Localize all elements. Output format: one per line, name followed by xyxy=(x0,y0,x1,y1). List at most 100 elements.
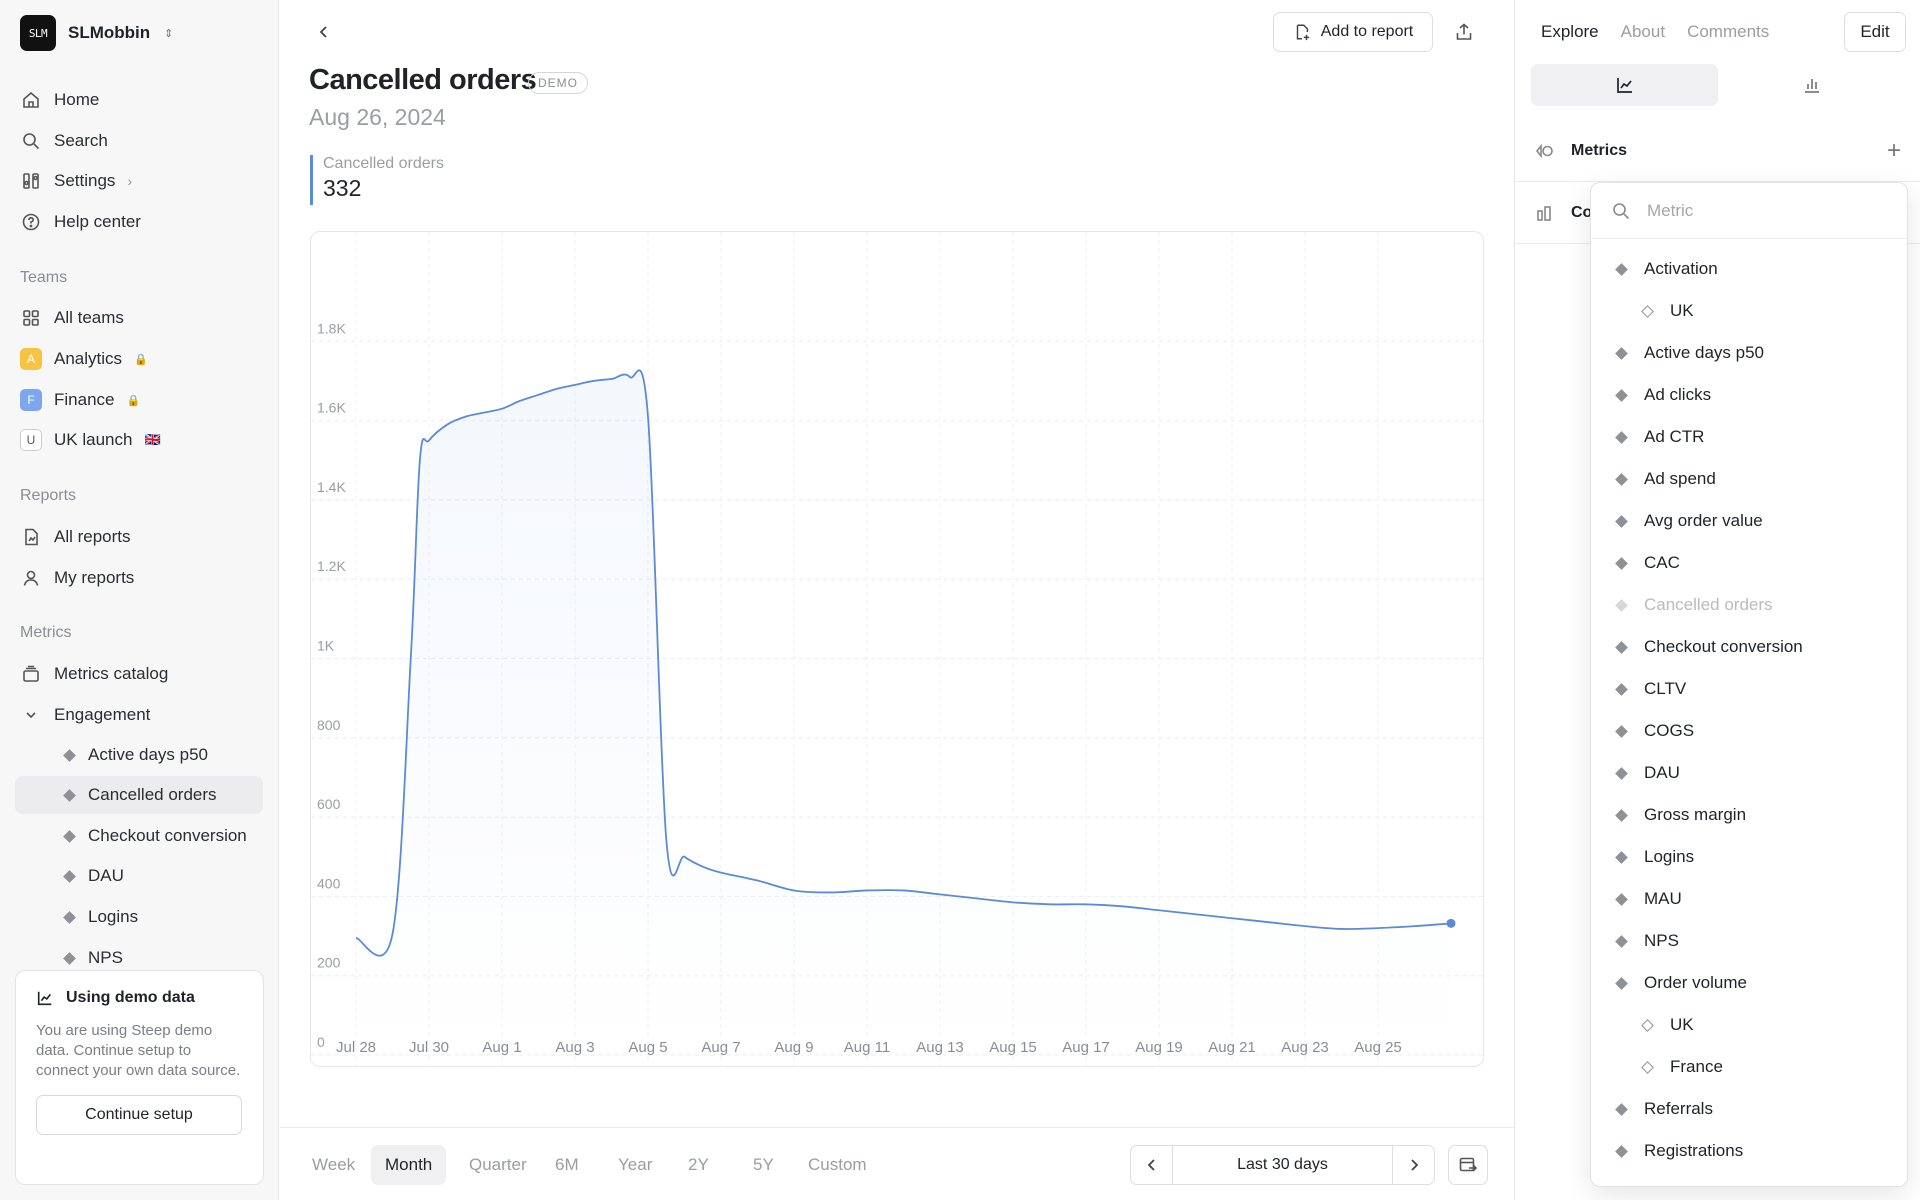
metric-option-label: Ad spend xyxy=(1644,469,1716,488)
nav-help-center[interactable]: Help center xyxy=(20,205,141,239)
metric-option[interactable]: CLTV xyxy=(1591,668,1907,710)
metric-option-label: Activation xyxy=(1644,259,1718,278)
uk-flag-icon: 🇬🇧 xyxy=(144,432,161,447)
calendar-compare-icon xyxy=(1459,1157,1478,1172)
range-tab-custom[interactable]: Custom xyxy=(808,1155,867,1174)
tab-explore[interactable]: Explore xyxy=(1541,22,1599,41)
line-chart-toggle[interactable] xyxy=(1531,64,1718,106)
segment-diamond-icon xyxy=(1641,1060,1654,1074)
nav-metrics-catalog[interactable]: Metrics catalog xyxy=(20,657,168,691)
metric-option-label: CLTV xyxy=(1644,679,1687,698)
metric-diamond-icon xyxy=(1615,682,1628,696)
last-point-marker[interactable] xyxy=(1446,918,1456,928)
range-tab-quarter[interactable]: Quarter xyxy=(469,1155,527,1174)
team-finance-badge: F xyxy=(20,389,42,411)
range-tab-year[interactable]: Year xyxy=(618,1155,653,1174)
sidebar-metric-label: Logins xyxy=(88,907,139,926)
range-tab-5y[interactable]: 5Y xyxy=(753,1155,774,1174)
range-tab-month[interactable]: Month xyxy=(371,1145,447,1185)
sidebar-metric-label: NPS xyxy=(88,948,123,967)
kpi-summary: Cancelled orders 332 xyxy=(310,155,444,205)
metric-option[interactable]: MAU xyxy=(1591,878,1907,920)
nav-all-teams[interactable]: All teams xyxy=(20,301,124,335)
nav-all-reports[interactable]: All reports xyxy=(20,520,131,554)
nav-engagement-label: Engagement xyxy=(54,705,151,724)
sidebar-metric-item[interactable]: Checkout conversion xyxy=(15,817,263,855)
metric-option[interactable]: Ad clicks xyxy=(1591,374,1907,416)
metric-diamond-icon xyxy=(1615,598,1628,612)
tab-comments[interactable]: Comments xyxy=(1687,22,1770,41)
metric-diamond-icon xyxy=(1615,934,1628,948)
range-tab-6m[interactable]: 6M xyxy=(555,1155,579,1174)
nav-my-reports[interactable]: My reports xyxy=(20,561,134,595)
sidebar-metric-item-active[interactable]: Cancelled orders xyxy=(15,776,263,814)
metric-option[interactable]: Referrals xyxy=(1591,1088,1907,1130)
metric-option[interactable]: Activation xyxy=(1591,248,1907,290)
metric-option[interactable]: CAC xyxy=(1591,542,1907,584)
metric-option-label: COGS xyxy=(1644,721,1695,740)
nav-search[interactable]: Search xyxy=(20,124,108,158)
add-to-report-button[interactable]: Add to report xyxy=(1273,12,1433,52)
metric-option-label: Ad CTR xyxy=(1644,427,1705,446)
compare-period-button[interactable] xyxy=(1448,1145,1488,1185)
continue-setup-button[interactable]: Continue setup xyxy=(36,1095,242,1135)
nav-home[interactable]: Home xyxy=(20,83,99,117)
metric-option[interactable]: DAU xyxy=(1591,752,1907,794)
metric-option-segment[interactable]: UK xyxy=(1591,1004,1907,1046)
nav-settings[interactable]: Settings › xyxy=(20,164,132,198)
sidebar-metric-item[interactable]: NPS xyxy=(15,939,263,977)
tab-about[interactable]: About xyxy=(1620,22,1666,41)
sidebar-metric-item[interactable]: Active days p50 xyxy=(15,736,263,774)
metric-option[interactable]: Ad CTR xyxy=(1591,416,1907,458)
metric-option[interactable]: Logins xyxy=(1591,836,1907,878)
sidebar-metric-item[interactable]: DAU xyxy=(15,857,263,895)
page-date: Aug 26, 2024 xyxy=(309,104,446,130)
previous-period-button[interactable] xyxy=(1131,1146,1173,1184)
kpi-value: 332 xyxy=(323,175,362,201)
add-metric-icon[interactable]: + xyxy=(1886,136,1901,164)
metric-option[interactable]: COGS xyxy=(1591,710,1907,752)
metric-option[interactable]: Avg order value xyxy=(1591,500,1907,542)
metric-option[interactable]: NPS xyxy=(1591,920,1907,962)
catalog-icon xyxy=(20,663,42,685)
metric-option[interactable]: Checkout conversion xyxy=(1591,626,1907,668)
metric-option: Cancelled orders xyxy=(1591,584,1907,626)
metric-option-segment[interactable]: France xyxy=(1591,1046,1907,1088)
nav-metrics-catalog-label: Metrics catalog xyxy=(54,664,169,683)
period-label[interactable]: Last 30 days xyxy=(1237,1156,1328,1173)
metric-option-label: CAC xyxy=(1644,553,1680,572)
sidebar-metric-item[interactable]: Logins xyxy=(15,898,263,936)
metric-option[interactable]: Response time p90 xyxy=(1591,1172,1907,1186)
nav-team-finance[interactable]: F Finance 🔒 xyxy=(20,383,140,417)
nav-team-uk-launch[interactable]: U UK launch 🇬🇧 xyxy=(20,423,161,457)
metric-option-segment[interactable]: UK xyxy=(1591,290,1907,332)
metric-search-input[interactable] xyxy=(1647,200,1887,221)
range-tab-2y[interactable]: 2Y xyxy=(688,1155,709,1174)
edit-button[interactable]: Edit xyxy=(1844,12,1906,52)
metric-diamond-icon xyxy=(1615,1144,1628,1158)
bar-chart-toggle[interactable] xyxy=(1718,64,1905,106)
range-tab-week[interactable]: Week xyxy=(312,1155,356,1174)
metric-option[interactable]: Registrations xyxy=(1591,1130,1907,1172)
home-icon xyxy=(20,89,42,111)
line-chart-icon xyxy=(1616,78,1632,93)
nav-engagement-group[interactable]: Engagement xyxy=(20,698,150,732)
metric-option[interactable]: Active days p50 xyxy=(1591,332,1907,374)
metric-option[interactable]: Ad spend xyxy=(1591,458,1907,500)
nav-team-analytics[interactable]: A Analytics 🔒 xyxy=(20,342,148,376)
metrics-heading: Metrics xyxy=(20,624,72,641)
metrics-row[interactable]: Metrics + xyxy=(1515,120,1920,182)
reports-heading: Reports xyxy=(20,487,77,504)
series-line[interactable] xyxy=(355,369,1452,957)
metric-option-label: Response time p90 xyxy=(1644,1183,1790,1186)
y-tick-label: 1.2K xyxy=(317,558,346,574)
next-period-button[interactable] xyxy=(1392,1146,1434,1184)
metric-diamond-icon xyxy=(1615,724,1628,738)
metric-option[interactable]: Order volume xyxy=(1591,962,1907,1004)
nav-all-reports-label: All reports xyxy=(54,527,131,546)
metric-option[interactable]: Gross margin xyxy=(1591,794,1907,836)
share-button[interactable] xyxy=(1450,18,1478,46)
back-button[interactable] xyxy=(312,20,336,44)
workspace-switcher[interactable]: SLM SLMobbin ⇕ xyxy=(20,14,173,52)
